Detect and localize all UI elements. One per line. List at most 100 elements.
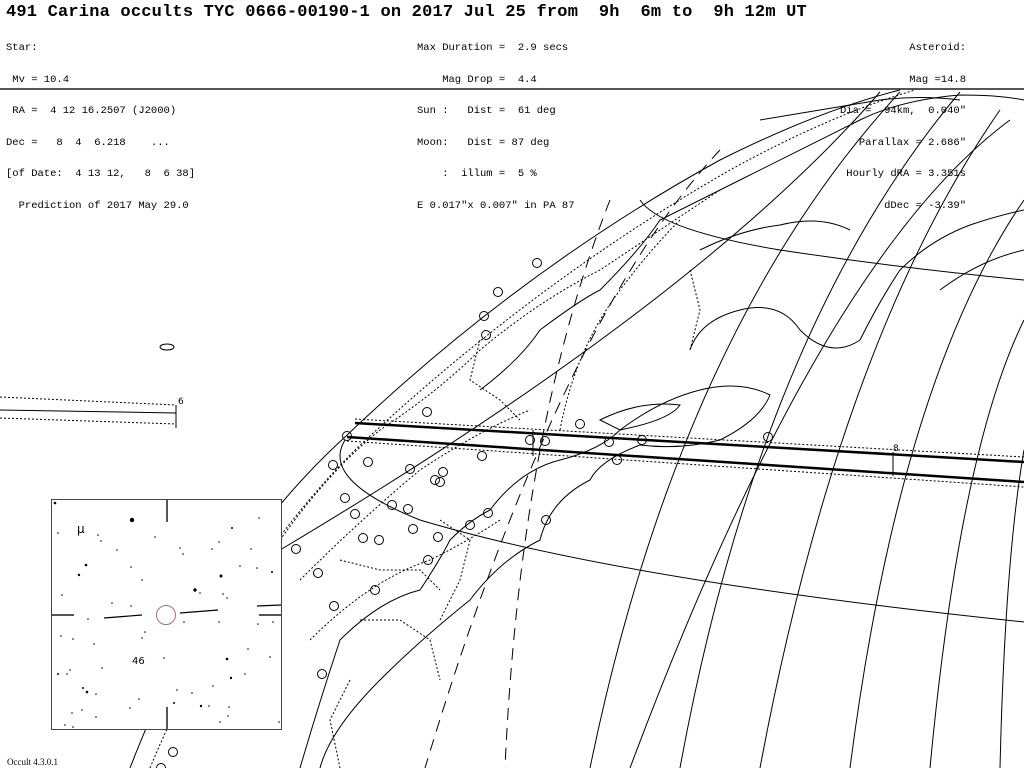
city-marker (370, 585, 380, 595)
city-markers (156, 258, 773, 768)
motion-line-edge (256, 604, 282, 607)
field-star (141, 637, 143, 639)
field-star (278, 721, 280, 723)
city-marker (612, 455, 622, 465)
city-marker (408, 524, 418, 534)
city-marker (363, 457, 373, 467)
time-label-6: 6 (178, 397, 184, 407)
border (329, 679, 351, 768)
asteroid-parallax: Parallax = 2.686" (858, 136, 966, 149)
city-marker (465, 520, 475, 530)
field-star (95, 693, 97, 695)
border (279, 189, 721, 541)
field-star (53, 501, 57, 505)
shadow-marker-ellipse (159, 343, 175, 351)
field-star (228, 706, 230, 708)
prediction-date: Prediction of 2017 May 29.0 (6, 199, 189, 212)
field-star (247, 648, 249, 650)
border (689, 269, 701, 351)
border (360, 619, 441, 681)
star-label-mu: μ (77, 522, 85, 536)
header-divider (0, 88, 1024, 90)
star-magnitude: Mv = 10.4 (6, 73, 70, 86)
field-star (219, 574, 223, 578)
city-marker (423, 555, 433, 565)
version-label: Occult 4.3.0.1 (7, 757, 58, 767)
border (469, 339, 521, 421)
field-star (226, 597, 228, 599)
field-star (57, 532, 59, 534)
star-label-46: 46 (132, 656, 145, 667)
field-star (87, 618, 89, 620)
star-heading: Star: (6, 42, 38, 54)
field-star (95, 716, 97, 718)
city-marker (317, 669, 327, 679)
field-star (212, 685, 214, 687)
longitude-line (759, 109, 1001, 768)
asteroid-diameter: Dia = 94km, 0.040" (839, 105, 966, 117)
mag-drop: Mag Drop = 4.4 (417, 73, 537, 86)
field-star (71, 712, 73, 714)
star-ra: RA = 4 12 16.2507 (J2000) (6, 105, 177, 117)
city-marker (540, 436, 550, 446)
time-label-8: 8 (893, 444, 899, 454)
field-star (66, 673, 68, 675)
field-star (93, 643, 95, 645)
field-star (116, 549, 118, 551)
field-star (82, 687, 84, 689)
field-star (250, 548, 252, 550)
field-star (208, 705, 210, 707)
border (299, 409, 531, 581)
city-marker (342, 431, 352, 441)
city-marker (329, 601, 339, 611)
city-marker (541, 515, 551, 525)
path-offearth-center (0, 409, 177, 414)
longitude-line (849, 199, 1024, 768)
field-star (84, 563, 88, 567)
star-of-date: [of Date: 4 13 12, 8 6 38] (6, 168, 196, 180)
sun-limit-line (504, 199, 611, 768)
star-info: Star: Mv = 10.4 RA = 4 12 16.2507 (J2000… (6, 22, 195, 222)
city-marker (405, 464, 415, 474)
border (309, 519, 501, 641)
city-marker (481, 330, 491, 340)
city-marker (156, 763, 166, 768)
coastline (598, 403, 681, 431)
coastline (299, 385, 771, 768)
field-star (225, 657, 229, 661)
coastline (689, 209, 1024, 351)
field-star (231, 527, 233, 529)
asteroid-mag: Mag =14.8 (909, 73, 966, 86)
longitude-line (679, 91, 961, 768)
city-marker (374, 535, 384, 545)
coastline (699, 220, 851, 251)
city-marker (422, 407, 432, 417)
field-star (257, 623, 259, 625)
city-marker (435, 477, 445, 487)
star-chart (52, 500, 282, 729)
moon-distance: Moon: Dist = 87 deg (417, 136, 550, 149)
city-marker (168, 747, 178, 757)
city-marker (479, 311, 489, 321)
field-star (77, 573, 81, 577)
field-star (130, 605, 132, 607)
field-star (60, 635, 62, 637)
moon-illumination: : illum = 5 % (417, 168, 537, 180)
error-ellipse: E 0.017"x 0.007" in PA 87 (417, 199, 575, 212)
field-star (244, 673, 246, 675)
path-offearth-south (0, 417, 177, 425)
city-marker (328, 460, 338, 470)
field-star (272, 621, 274, 623)
city-marker (525, 435, 535, 445)
city-marker (575, 419, 585, 429)
field-star (271, 571, 273, 573)
motion-line-west (103, 614, 143, 619)
field-star (141, 579, 143, 581)
city-marker (430, 475, 440, 485)
asteroid-ddec: dDec = -3.39" (884, 199, 966, 212)
target-star-circle (156, 605, 176, 625)
path-north-limit (354, 421, 1024, 464)
field-star (129, 707, 131, 709)
city-marker (291, 544, 301, 554)
field-star (227, 715, 229, 717)
